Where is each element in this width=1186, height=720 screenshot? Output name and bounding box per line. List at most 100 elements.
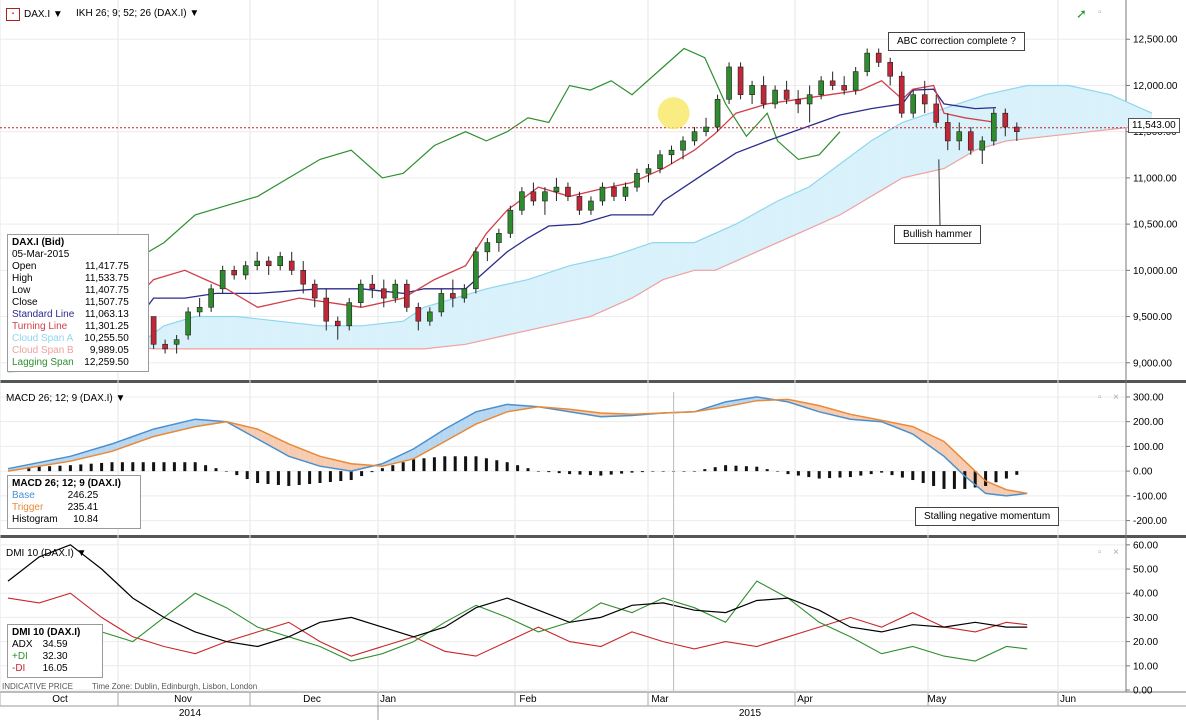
macd-fill (325, 457, 331, 468)
macd-histogram-bar (391, 465, 395, 472)
macd-histogram-bar (578, 471, 582, 475)
candle-body (334, 320, 341, 327)
macd-histogram-bar (484, 458, 488, 472)
dmi-title[interactable]: DMI 10 (DAX.I) ▼ (6, 548, 86, 559)
candle-body (657, 154, 663, 169)
info-value: 12,259.50 (84, 357, 129, 368)
macd-histogram-bar (817, 471, 821, 479)
macd-histogram-bar (162, 462, 166, 472)
cloud-fill (585, 261, 591, 318)
macd-histogram-bar (339, 471, 343, 482)
macd-fill (195, 419, 201, 427)
macd-fill (309, 452, 315, 465)
cloud-fill (1027, 85, 1033, 139)
info-value: 34.59 (42, 639, 68, 650)
macd-trigger-line (7, 398, 1028, 495)
macd-histogram-bar (360, 471, 364, 477)
cloud-fill (866, 140, 872, 200)
candle-body (703, 126, 709, 132)
cloud-fill (179, 319, 185, 349)
symbol-selector[interactable]: ▪ DAX.I ▼ (6, 8, 63, 21)
close-icon[interactable]: × (1113, 547, 1119, 558)
maximize-icon[interactable]: ▫ (1098, 547, 1102, 558)
macd-histogram-bar (474, 456, 478, 472)
candle-body (300, 270, 307, 285)
close-icon[interactable]: × (1113, 392, 1119, 403)
cloud-fill (1094, 91, 1100, 132)
candle-body (473, 251, 479, 290)
cloud-fill (299, 323, 305, 349)
y-tick-label: -200.00 (1133, 516, 1167, 527)
cloud-fill (1079, 87, 1085, 133)
macd-fill (434, 432, 440, 448)
macd-info-box: MACD 26; 12; 9 (DAX.I) Base 246.25 Trigger… (7, 475, 141, 529)
macd-histogram-bar (453, 456, 457, 472)
cloud-fill (1068, 85, 1074, 134)
macd-fill (335, 460, 341, 470)
cloud-fill (356, 325, 362, 349)
macd-fill (470, 411, 476, 428)
macd-histogram-bar (516, 465, 520, 472)
cloud-fill (507, 283, 513, 336)
year-label: 2015 (739, 708, 762, 719)
maximize-icon[interactable]: ▫ (1098, 392, 1102, 403)
cloud-fill (377, 323, 383, 349)
macd-fill (153, 427, 159, 437)
macd-histogram-bar (276, 471, 280, 485)
cloud-fill (595, 258, 601, 315)
macd-histogram-bar (1015, 471, 1019, 475)
cloud-fill (975, 96, 981, 151)
macd-fill (278, 438, 284, 454)
cloud-fill (762, 206, 768, 250)
current-price-tag: 11,543.00 (1128, 118, 1180, 133)
maximize-icon[interactable]: ▫ (1098, 7, 1102, 18)
cloud-fill (980, 94, 986, 149)
cloud-fill (834, 164, 840, 218)
candle-body (404, 283, 410, 308)
macd-histogram-bar (536, 471, 540, 472)
macd-histogram-bar (952, 471, 956, 489)
price-info-box: DAX.I (Bid) 05-Mar-2015 Open 11,417.75 Hig… (7, 234, 149, 372)
candle-body (979, 140, 986, 151)
macd-fill (502, 404, 508, 414)
y-tick-label: 0.00 (1133, 467, 1153, 478)
macd-fill (491, 406, 497, 418)
y-tick-label: -100.00 (1133, 491, 1167, 502)
info-label: High (12, 273, 33, 284)
cloud-fill (268, 320, 274, 349)
info-label: Lagging Span (12, 357, 74, 368)
dmi-plus-line (7, 580, 1028, 662)
cloud-fill (205, 316, 211, 349)
candle-body (427, 311, 433, 322)
macd-fill (112, 442, 118, 452)
info-row: Cloud Span A 10,255.50 (12, 333, 129, 345)
macd-panel (7, 396, 1028, 497)
macd-histogram-bar (807, 471, 811, 478)
macd-fill (132, 434, 138, 444)
info-row: High 11,533.75 (12, 273, 129, 285)
indicator-selector[interactable]: IKH 26; 9; 52; 26 (DAX.I) ▼ (76, 8, 199, 19)
macd-fill (268, 434, 274, 448)
macd-histogram-bar (495, 460, 499, 472)
candle-body (852, 71, 859, 91)
candle-body (507, 209, 514, 234)
cloud-fill (372, 324, 378, 349)
cloud-fill (288, 322, 294, 349)
candle-body (392, 283, 399, 299)
cloud-fill (730, 224, 736, 264)
info-value: 10.84 (73, 514, 99, 525)
cloud-fill (434, 302, 440, 348)
trend-tool-icon[interactable]: ➚ (1076, 6, 1087, 21)
cloud-fill (782, 196, 788, 241)
cloud-fill (444, 299, 450, 347)
macd-histogram-bar (932, 471, 936, 486)
macd-title[interactable]: MACD 26; 12; 9 (DAX.I) ▼ (6, 393, 125, 404)
cloud-fill (252, 318, 258, 349)
macd-histogram-bar (796, 471, 800, 476)
cloud-fill (470, 291, 476, 344)
candle-body (887, 62, 893, 77)
macd-fill (507, 404, 513, 412)
dmi-adx-line (7, 544, 1028, 648)
month-label: Jan (380, 694, 396, 705)
macd-fill (190, 419, 196, 428)
